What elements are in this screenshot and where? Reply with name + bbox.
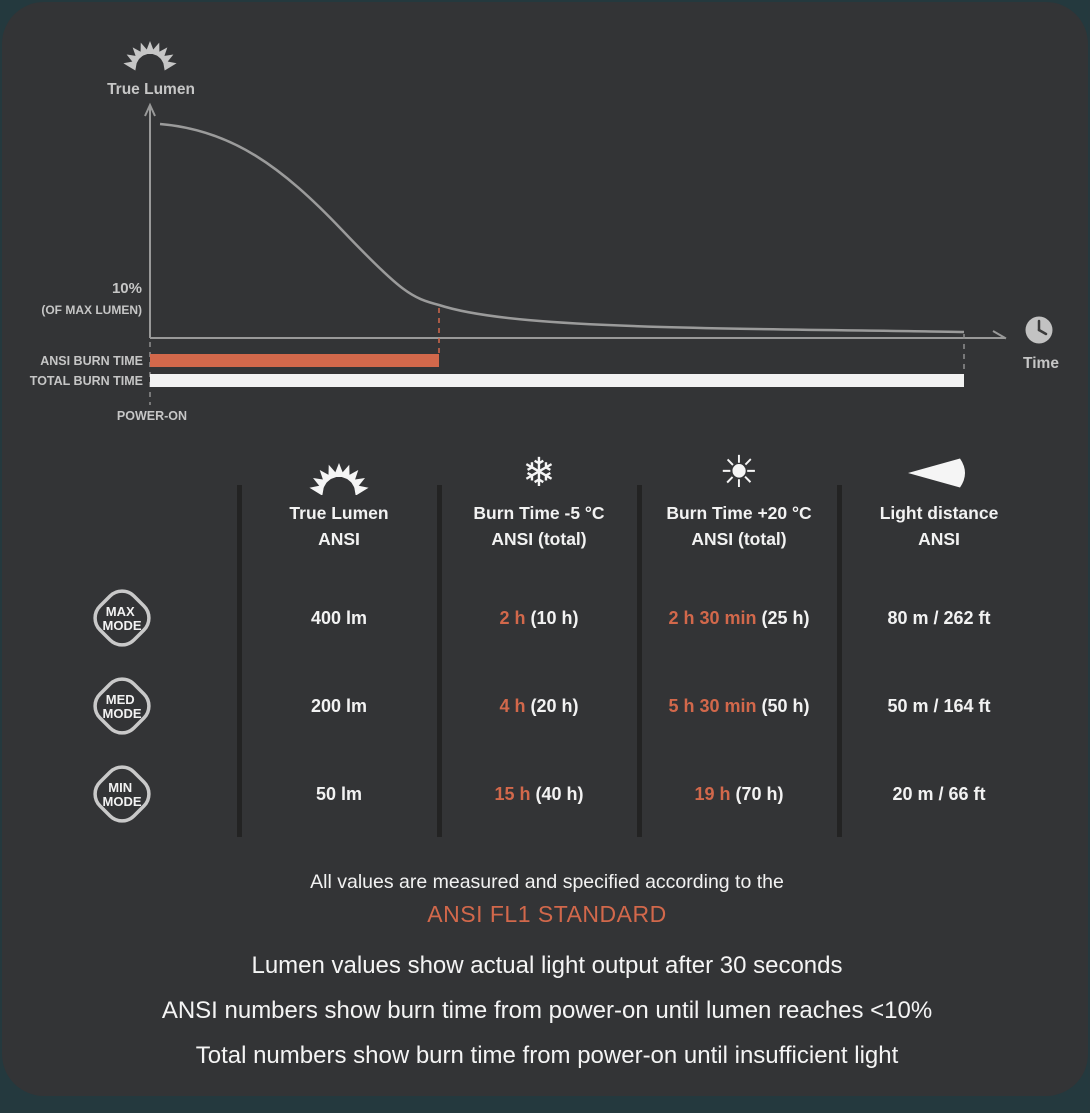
mode-badge-min: MIN MODE xyxy=(93,765,151,823)
column-subtitle: ANSI (total) xyxy=(691,529,787,549)
column-title: True Lumen xyxy=(289,503,389,523)
note-ansi-fl1-standard: ANSI FL1 STANDARD xyxy=(427,901,667,927)
column-title: Light distance xyxy=(879,503,999,523)
table-divider xyxy=(837,485,842,837)
sunrise-icon xyxy=(309,463,369,495)
burn-time-chart: True Lumen 10% (OF MAX LUMEN) ANSI BURN … xyxy=(2,2,1088,437)
column-subtitle: ANSI xyxy=(918,529,960,549)
cell-lumen: 400 lm xyxy=(310,608,368,628)
column-subtitle: ANSI (total) xyxy=(491,529,587,549)
sun-icon: ☀ xyxy=(719,448,759,497)
mode-badge-max: MAX MODE xyxy=(93,589,151,647)
column-header-burn-warm: ☀ Burn Time +20 °C ANSI (total) xyxy=(639,446,839,552)
svg-text:MED MODE: MED MODE xyxy=(103,692,142,721)
cell-lumen: 50 lm xyxy=(315,784,363,804)
ansi-burn-time-label: ANSI BURN TIME xyxy=(40,354,143,368)
total-burn-time-label: TOTAL BURN TIME xyxy=(30,374,143,388)
column-header-distance: Light distance ANSI xyxy=(839,446,1039,552)
cell-distance: 80 m / 262 ft xyxy=(887,608,991,628)
table-divider xyxy=(237,485,242,837)
column-title: Burn Time -5 °C xyxy=(473,503,605,523)
lumen-decay-curve xyxy=(159,122,965,334)
column-subtitle: ANSI xyxy=(318,529,360,549)
column-title: Burn Time +20 °C xyxy=(666,503,812,523)
cell-burn-cold: 15 h (40 h) xyxy=(494,784,584,804)
cell-burn-warm: 5 h 30 min (50 h) xyxy=(668,696,810,716)
cell-burn-cold: 4 h (20 h) xyxy=(499,696,579,716)
note-measured-according: All values are measured and specified ac… xyxy=(310,871,784,893)
footnotes: All values are measured and specified ac… xyxy=(2,871,1088,1087)
threshold-sublabel: (OF MAX LUMEN) xyxy=(41,303,142,317)
table-divider xyxy=(637,485,642,837)
sunrise-icon xyxy=(123,41,177,71)
svg-text:MAX MODE: MAX MODE xyxy=(103,604,142,633)
total-burn-time-bar xyxy=(150,374,964,387)
power-on-label: POWER-ON xyxy=(117,409,187,423)
note-lumen-values: Lumen values show actual light output af… xyxy=(251,952,843,979)
svg-text:MIN MODE: MIN MODE xyxy=(103,780,142,809)
spec-card: True Lumen 10% (OF MAX LUMEN) ANSI BURN … xyxy=(2,2,1088,1096)
column-header-true-lumen: True Lumen ANSI xyxy=(239,446,439,552)
cell-burn-warm: 2 h 30 min (25 h) xyxy=(668,608,810,628)
mode-badge-med: MED MODE xyxy=(93,677,151,735)
note-total-numbers: Total numbers show burn time from power-… xyxy=(195,1042,899,1069)
light-beam-icon xyxy=(908,458,965,488)
cell-burn-cold: 2 h (10 h) xyxy=(499,608,579,628)
axes xyxy=(144,102,1007,340)
note-ansi-numbers: ANSI numbers show burn time from power-o… xyxy=(161,997,933,1024)
ansi-burn-time-bar xyxy=(150,354,439,367)
table-divider xyxy=(437,485,442,837)
threshold-label: 10% xyxy=(112,280,142,297)
column-header-burn-cold: ❄ Burn Time -5 °C ANSI (total) xyxy=(439,446,639,552)
clock-icon xyxy=(1025,316,1053,344)
snowflake-icon: ❄ xyxy=(522,451,556,495)
cell-burn-warm: 19 h (70 h) xyxy=(694,784,784,804)
cell-lumen: 200 lm xyxy=(310,696,368,716)
cell-distance: 20 m / 66 ft xyxy=(892,784,986,804)
cell-distance: 50 m / 164 ft xyxy=(887,696,991,716)
y-axis-label: True Lumen xyxy=(107,81,195,98)
x-axis-label: Time xyxy=(1023,355,1059,372)
